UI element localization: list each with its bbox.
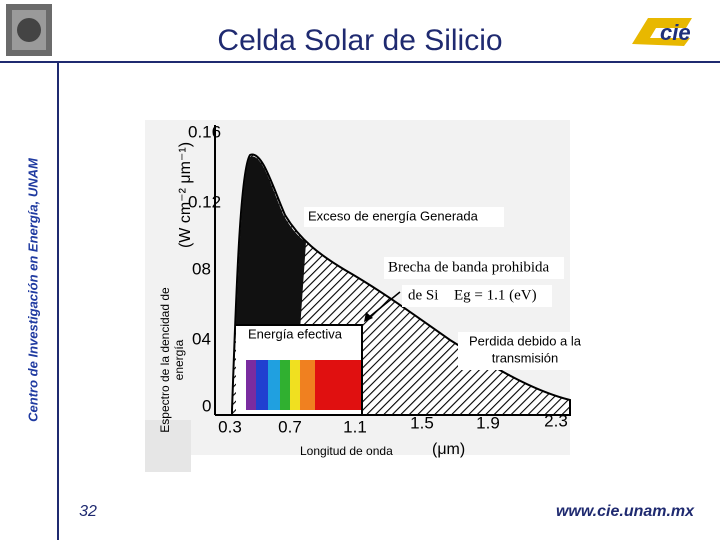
page-number: 32 (79, 503, 97, 520)
x-tick-label: 0.7 (278, 417, 302, 436)
x-tick-label: 1.9 (476, 413, 500, 432)
cie-logo: cie (632, 18, 692, 46)
x-tick-label: 2.3 (544, 411, 568, 430)
material-label: de Si (408, 287, 438, 303)
unam-logo (6, 4, 52, 56)
y-tick-label: 0 (202, 396, 211, 415)
transmission-label: transmisión (492, 350, 558, 365)
effective-label: Energía efectiva (248, 326, 343, 341)
y-units: (W cm⁻² μm⁻¹) (177, 142, 194, 248)
svg-text:cie: cie (660, 20, 691, 45)
eg-label: Eg = 1.1 (eV) (454, 287, 537, 303)
x-tick-label: 0.3 (218, 417, 242, 436)
y-tick-label: 08 (192, 259, 211, 278)
label-bg (402, 285, 552, 307)
y-tick-label: 0.16 (188, 122, 221, 141)
label-bg (384, 257, 564, 279)
label-bg (304, 207, 504, 227)
spectrum-dark (233, 156, 306, 395)
label-bg (458, 332, 592, 370)
x-units: (μm) (432, 441, 465, 458)
label-bg (244, 326, 356, 346)
excess-label: Exceso de energía Generada (308, 208, 479, 223)
x-axis-label: Longitud de onda (300, 444, 393, 458)
y-axis-label: Espectro de la dencidad de (158, 287, 172, 433)
transmission-label: Perdida debido a la (469, 333, 582, 348)
y-tick-label: 0.12 (188, 192, 221, 211)
y-axis-label: energía (172, 339, 186, 380)
title: Celda Solar de Silicio (217, 24, 502, 57)
arrow (367, 291, 401, 319)
arrow-head (364, 312, 373, 322)
bandgap-label: Brecha de banda prohibida (388, 259, 550, 275)
x-tick-label: 1.1 (343, 417, 367, 436)
figure-tab (145, 420, 191, 472)
x-tick-label: 1.5 (410, 413, 434, 432)
bandgap-line (236, 324, 363, 415)
url: www.cie.unam.mx (556, 503, 695, 520)
visible-band (246, 360, 362, 410)
sidebar-text: Centro de Investigación en Energía, UNAM (25, 157, 40, 422)
y-tick-label: 04 (192, 329, 211, 348)
